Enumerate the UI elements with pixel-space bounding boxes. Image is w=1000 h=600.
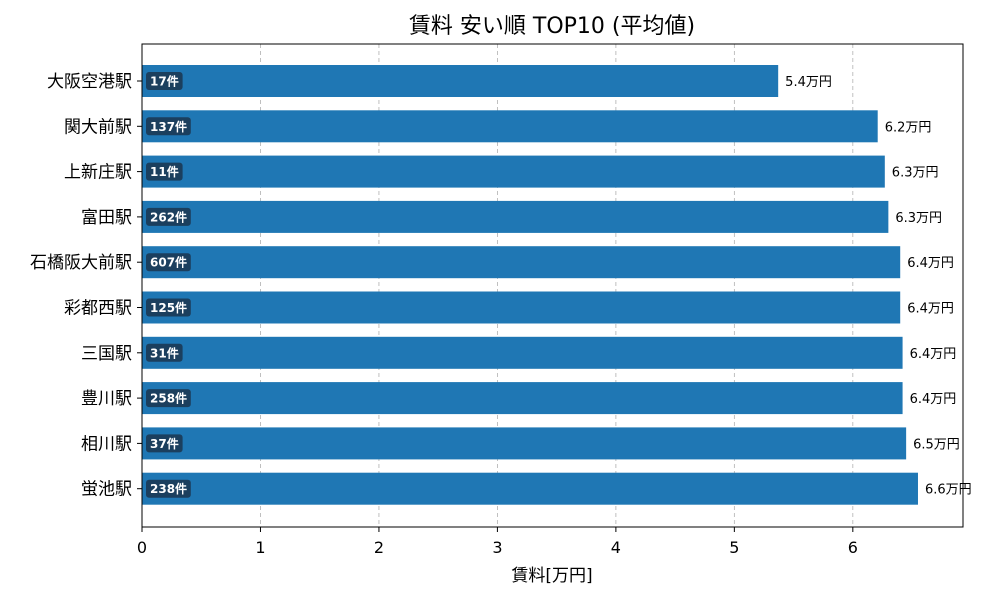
y-tick-label: 相川駅	[81, 434, 132, 454]
count-badge	[146, 434, 183, 453]
bar	[142, 291, 901, 324]
y-tick-label: 蛍池駅	[81, 480, 132, 500]
x-tick-label: 5	[729, 538, 739, 557]
x-tick-label: 1	[255, 538, 265, 557]
value-label: 6.4万円	[910, 347, 957, 362]
y-tick-label: 彩都西駅	[64, 299, 132, 319]
x-tick-label: 6	[848, 538, 858, 557]
count-badge	[146, 72, 183, 90]
value-label: 6.6万円	[925, 483, 972, 498]
y-tick-label: 大阪空港駅	[47, 72, 132, 92]
count-label: 238件	[150, 481, 187, 496]
bar	[142, 200, 889, 233]
bar	[142, 472, 918, 505]
bar	[142, 65, 779, 97]
y-tick-label: 富田駅	[81, 208, 132, 228]
count-badge	[146, 389, 191, 408]
value-label: 6.2万円	[885, 120, 932, 135]
count-label: 262件	[150, 209, 187, 224]
count-label: 31件	[150, 345, 179, 360]
count-label: 258件	[150, 391, 187, 406]
count-label: 607件	[150, 255, 187, 270]
chart-title: 賃料 安い順 TOP10 (平均値)	[409, 14, 695, 39]
y-tick-label: 関大前駅	[64, 117, 132, 137]
count-label: 17件	[150, 74, 179, 89]
bar	[142, 110, 878, 143]
bar	[142, 382, 903, 415]
value-label: 6.3万円	[892, 166, 939, 181]
count-badge	[146, 253, 191, 272]
bar	[142, 427, 907, 460]
plot-frame	[141, 43, 964, 528]
x-axis-ticks: 0 1 2 3 4 5 6	[137, 527, 858, 557]
count-badge	[146, 162, 183, 181]
x-tick-label: 2	[374, 538, 384, 557]
count-badge	[146, 207, 191, 226]
y-tick-label: 三国駅	[81, 344, 132, 364]
count-badge	[146, 479, 191, 498]
count-badge	[146, 117, 191, 136]
count-label: 11件	[150, 164, 179, 179]
count-label: 125件	[150, 300, 187, 315]
value-label: 6.3万円	[895, 211, 942, 226]
y-tick-label: 豊川駅	[81, 389, 132, 409]
y-tick-label: 石橋阪大前駅	[30, 253, 132, 273]
value-label: 5.4万円	[785, 75, 832, 90]
x-axis-label: 賃料[万円]	[511, 566, 592, 586]
count-label: 137件	[150, 119, 187, 134]
value-label: 6.4万円	[910, 392, 957, 407]
count-badge	[146, 343, 183, 362]
bar	[142, 336, 903, 369]
y-tick-label: 上新庄駅	[64, 163, 132, 183]
count-label: 37件	[150, 436, 179, 451]
count-badge	[146, 298, 191, 317]
x-tick-label: 0	[137, 538, 147, 557]
x-tick-label: 3	[492, 538, 502, 557]
bars	[142, 65, 918, 505]
value-label: 6.5万円	[913, 437, 960, 452]
value-label: 6.4万円	[907, 302, 954, 317]
value-label: 6.4万円	[907, 256, 954, 271]
bar	[142, 246, 901, 279]
bar	[142, 155, 885, 188]
x-tick-label: 4	[611, 538, 621, 557]
